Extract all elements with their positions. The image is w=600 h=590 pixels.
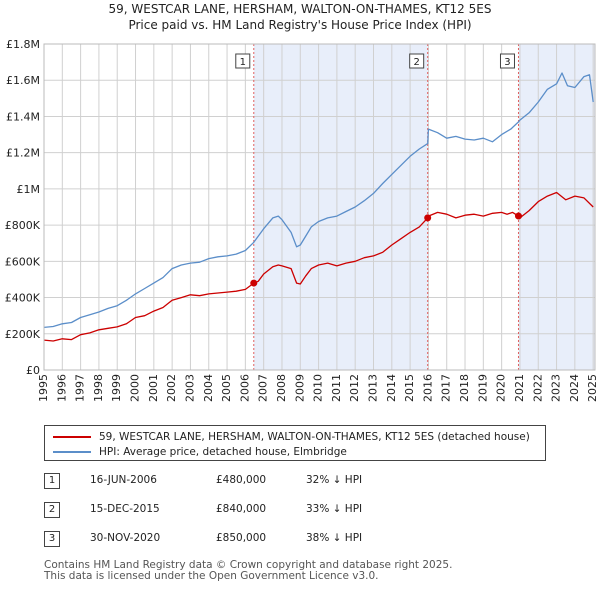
x-tick-label: 2008: [275, 374, 288, 402]
footer-copyright: Contains HM Land Registry data © Crown c…: [44, 559, 453, 571]
footer-licence: This data is licensed under the Open Gov…: [44, 570, 379, 582]
x-tick-label: 2015: [403, 374, 416, 402]
transaction-date: 16-JUN-2006: [90, 474, 157, 486]
x-tick-label: 2006: [238, 374, 251, 402]
sale-label: 3: [504, 57, 510, 68]
x-tick-label: 2001: [147, 374, 160, 402]
x-tick-label: 1995: [37, 374, 50, 402]
y-tick-label: £0: [26, 364, 40, 377]
x-tick-label: 2016: [421, 374, 434, 402]
x-tick-label: 2007: [257, 374, 270, 402]
y-tick-label: £1.2M: [6, 147, 40, 160]
transaction-price: £480,000: [216, 474, 267, 486]
transaction-price: £850,000: [216, 532, 267, 544]
price-chart: 59, WESTCAR LANE, HERSHAM, WALTON-ON-THA…: [5, 2, 599, 402]
sale-point: [424, 214, 432, 222]
x-tick-label: 1997: [74, 374, 87, 402]
x-tick-label: 2010: [312, 374, 325, 402]
transaction-hpi-diff: 32% ↓ HPI: [306, 474, 363, 486]
sale-label-box: [499, 53, 515, 69]
legend-property-line: [53, 435, 91, 438]
transaction-number: 1: [44, 473, 60, 489]
transaction-number: 3: [44, 531, 60, 547]
y-tick-label: £1.8M: [6, 38, 40, 51]
property-price-line: [43, 191, 594, 342]
chart-svg: 59, WESTCAR LANE, HERSHAM, WALTON-ON-THA…: [5, 2, 599, 402]
transaction-hpi-diff: 38% ↓ HPI: [306, 532, 363, 544]
transaction-number: 2: [44, 502, 60, 518]
legend-item-property: 59, WESTCAR LANE, HERSHAM, WALTON-ON-THA…: [45, 429, 545, 444]
shaded-period: [253, 44, 428, 370]
x-tick-label: 2024: [568, 374, 581, 402]
x-tick-label: 2022: [531, 374, 544, 402]
transaction-date: 15-DEC-2015: [90, 503, 160, 515]
x-tick-label: 2002: [165, 374, 178, 402]
x-tick-label: 2021: [513, 374, 526, 402]
x-tick-label: 2004: [202, 374, 215, 402]
sale-label-box: [409, 53, 425, 69]
y-tick-label: £400K: [5, 292, 41, 305]
transaction-price: £840,000: [216, 503, 267, 515]
y-tick-label: £1.6M: [6, 74, 40, 87]
x-tick-label: 2017: [440, 374, 453, 402]
y-tick-label: £800K: [5, 219, 41, 232]
x-tick-label: 2018: [458, 374, 471, 402]
transaction-date: 30-NOV-2020: [90, 532, 161, 544]
sale-label: 1: [240, 57, 246, 68]
chart-subtitle: Price paid vs. HM Land Registry's House …: [128, 18, 471, 32]
sale-label-box: [235, 53, 251, 69]
x-tick-label: 2005: [220, 374, 233, 402]
legend-hpi-line: [53, 450, 91, 453]
sale-point: [250, 279, 258, 287]
x-tick-label: 2013: [367, 374, 380, 402]
x-tick-label: 2012: [348, 374, 361, 402]
y-tick-label: £200K: [5, 328, 41, 341]
x-tick-label: 2025: [586, 374, 599, 402]
x-tick-label: 2000: [129, 374, 142, 402]
legend: 59, WESTCAR LANE, HERSHAM, WALTON-ON-THA…: [44, 425, 546, 461]
x-tick-label: 2023: [550, 374, 563, 402]
legend-item-hpi: HPI: Average price, detached house, Elmb…: [45, 444, 545, 459]
x-tick-label: 2009: [293, 374, 306, 402]
x-tick-label: 2020: [495, 374, 508, 402]
x-tick-label: 1998: [92, 374, 105, 402]
footer: Contains HM Land Registry data © Crown c…: [44, 560, 452, 582]
x-tick-label: 2014: [385, 374, 398, 402]
y-tick-label: £1M: [17, 183, 41, 196]
x-tick-label: 1999: [110, 374, 123, 402]
x-tick-label: 1996: [55, 374, 68, 402]
y-tick-label: £1.4M: [6, 110, 40, 123]
plot-frame: [43, 43, 596, 371]
x-tick-label: 2011: [330, 374, 343, 402]
x-tick-label: 2003: [183, 374, 196, 402]
x-tick-label: 2019: [476, 374, 489, 402]
legend-hpi-label: HPI: Average price, detached house, Elmb…: [99, 445, 347, 458]
transaction-hpi-diff: 33% ↓ HPI: [306, 503, 363, 515]
legend-property-label: 59, WESTCAR LANE, HERSHAM, WALTON-ON-THA…: [99, 430, 530, 443]
hpi-line: [43, 72, 594, 329]
chart-title: 59, WESTCAR LANE, HERSHAM, WALTON-ON-THA…: [109, 2, 492, 16]
sale-point: [514, 212, 522, 220]
y-tick-label: £600K: [5, 255, 41, 268]
sale-label: 2: [413, 57, 419, 68]
